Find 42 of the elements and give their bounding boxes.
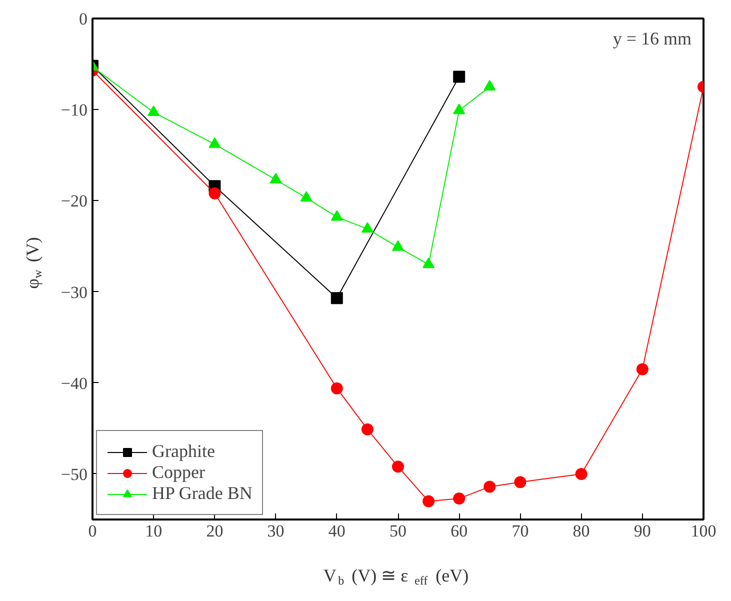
point [514, 476, 526, 488]
x-tick-label: 70 [512, 522, 529, 540]
point [636, 363, 648, 376]
x-tick-label: 20 [206, 522, 224, 540]
y-tick-label: −20 [60, 192, 88, 211]
x-tick-label: 40 [328, 522, 346, 540]
point [208, 187, 221, 200]
point [484, 480, 496, 493]
y-tick-label: 0 [79, 10, 88, 28]
legend-label: HP Grade BN [152, 483, 252, 504]
point [422, 495, 435, 508]
point [208, 137, 221, 148]
point [392, 460, 404, 473]
y-tick-label: −10 [60, 100, 88, 120]
x-tick-label: 30 [267, 522, 284, 540]
point [392, 240, 404, 251]
point [361, 222, 374, 233]
y-axis-title: φw (V) [22, 237, 44, 289]
x-tick-label: 90 [634, 522, 651, 540]
y-tick-label: −30 [60, 282, 88, 302]
y-tick-label: −40 [60, 374, 88, 393]
point [484, 80, 496, 90]
x-tick-label: 50 [390, 522, 406, 540]
legend-label: Copper [152, 462, 205, 483]
point [361, 423, 374, 436]
x-tick-label: 10 [145, 522, 162, 540]
point [330, 292, 343, 304]
point [453, 104, 466, 114]
point [330, 210, 343, 221]
annotation: y = 16 mm [612, 28, 692, 48]
point [330, 382, 343, 394]
point [422, 258, 435, 268]
x-tick-label: 100 [690, 522, 716, 540]
y-tick-label: −50 [60, 464, 88, 484]
point [453, 492, 466, 505]
x-tick-label: 60 [450, 522, 468, 540]
point [575, 468, 588, 480]
x-tick-label: 80 [572, 522, 590, 540]
point [300, 191, 312, 202]
point [148, 105, 160, 116]
point [270, 172, 282, 184]
legend-label: Graphite [152, 441, 215, 462]
